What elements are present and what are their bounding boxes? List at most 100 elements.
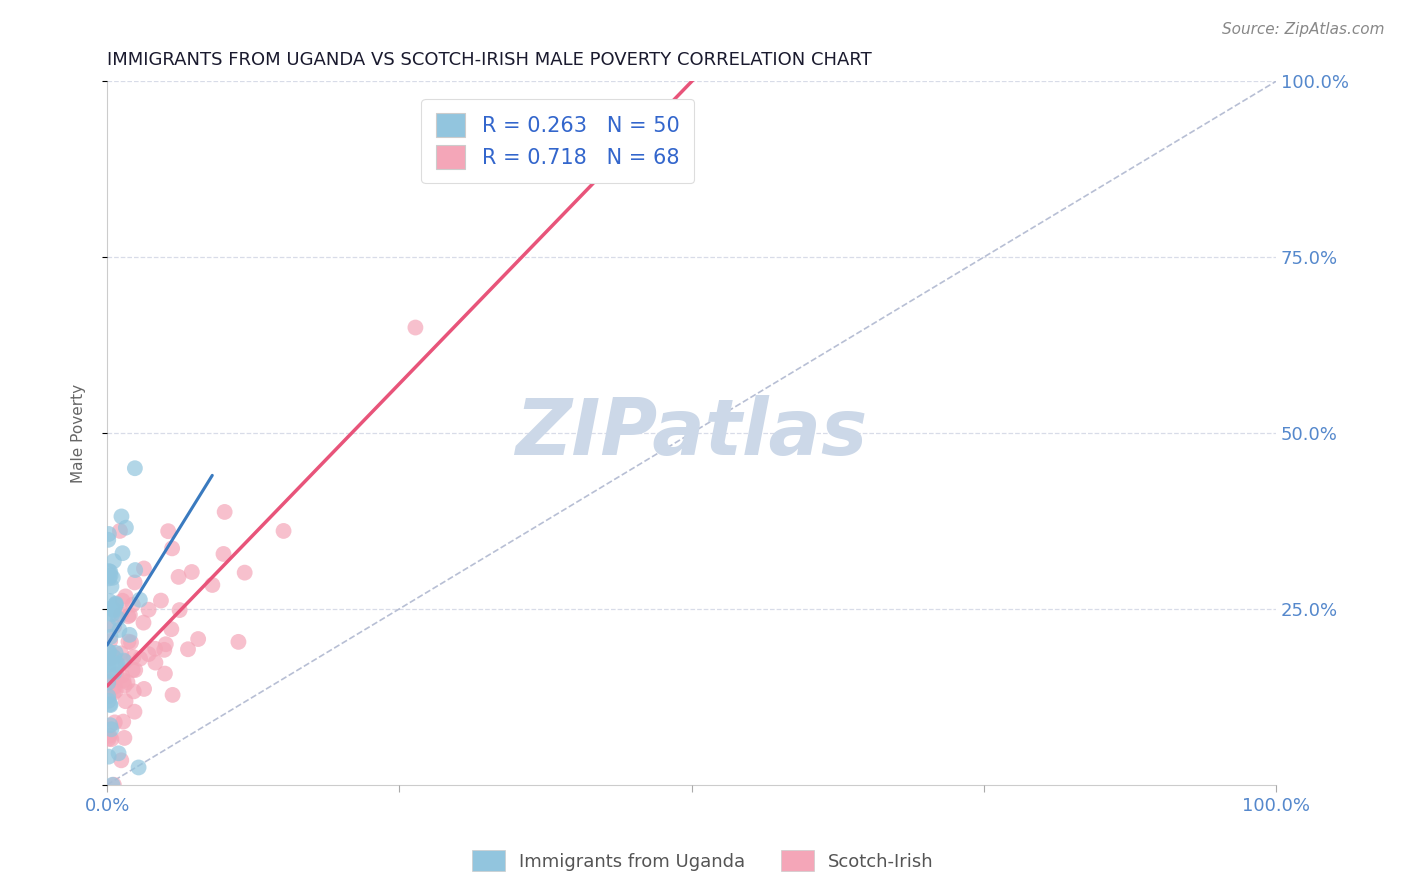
Point [97, 617, 120, 632]
Point [97, 690, 120, 704]
Point [98, 571, 121, 585]
Point [97, 533, 120, 547]
Point [160, 541, 183, 556]
Point [153, 643, 176, 657]
Text: ZIPatlas: ZIPatlas [516, 395, 868, 471]
Y-axis label: Male Poverty: Male Poverty [72, 384, 86, 483]
Point [124, 563, 146, 577]
Point [103, 619, 125, 633]
Point [138, 647, 160, 661]
Point [132, 681, 155, 696]
Point [167, 570, 190, 584]
Point [98, 645, 121, 659]
Point [114, 655, 136, 669]
Point [111, 668, 134, 682]
Point [101, 571, 124, 585]
Point [122, 650, 145, 665]
Point [97, 564, 120, 578]
Point [117, 634, 139, 648]
Point [212, 547, 235, 561]
Point [124, 575, 146, 590]
Point [132, 615, 155, 630]
Point [98, 675, 121, 690]
Point [103, 680, 125, 694]
Point [103, 686, 125, 700]
Point [404, 320, 426, 334]
Point [149, 593, 172, 607]
Point [101, 607, 124, 622]
Point [115, 521, 138, 535]
Point [162, 688, 184, 702]
Point [114, 678, 136, 692]
Point [101, 648, 124, 663]
Point [112, 731, 135, 745]
Point [100, 630, 122, 644]
Point [100, 579, 122, 593]
Point [121, 663, 143, 677]
Point [100, 698, 122, 712]
Point [228, 635, 250, 649]
Point [118, 607, 141, 622]
Point [132, 561, 155, 575]
Text: IMMIGRANTS FROM UGANDA VS SCOTCH-IRISH MALE POVERTY CORRELATION CHART: IMMIGRANTS FROM UGANDA VS SCOTCH-IRISH M… [107, 51, 872, 69]
Point [112, 714, 135, 729]
Point [112, 673, 135, 688]
Point [122, 684, 145, 698]
Point [97, 731, 120, 746]
Point [97, 664, 120, 678]
Point [103, 554, 125, 568]
Point [98, 698, 121, 712]
Point [98, 652, 121, 666]
Point [143, 641, 166, 656]
Point [160, 622, 183, 636]
Point [201, 578, 224, 592]
Point [124, 663, 146, 677]
Point [105, 667, 128, 681]
Point [97, 655, 120, 669]
Point [97, 694, 120, 708]
Point [104, 646, 127, 660]
Point [107, 747, 129, 761]
Point [103, 603, 125, 617]
Point [117, 609, 139, 624]
Point [124, 461, 146, 475]
Point [103, 650, 125, 665]
Point [117, 675, 139, 690]
Point [101, 778, 124, 792]
Point [100, 568, 122, 582]
Point [98, 729, 121, 743]
Point [121, 598, 143, 612]
Point [98, 594, 121, 608]
Point [128, 760, 150, 774]
Point [214, 505, 236, 519]
Point [97, 657, 120, 672]
Point [103, 602, 125, 616]
Point [187, 632, 209, 646]
Point [100, 723, 122, 737]
Point [100, 732, 122, 747]
Point [98, 673, 121, 688]
Point [104, 598, 127, 612]
Point [110, 607, 132, 622]
Point [273, 524, 295, 538]
Point [97, 644, 120, 658]
Point [124, 705, 146, 719]
Point [233, 566, 256, 580]
Point [118, 628, 141, 642]
Point [120, 635, 142, 649]
Point [110, 509, 132, 524]
Point [97, 749, 120, 764]
Point [104, 598, 127, 612]
Point [105, 657, 128, 671]
Point [98, 718, 121, 732]
Point [157, 524, 180, 539]
Point [155, 637, 177, 651]
Point [103, 665, 125, 680]
Point [97, 527, 120, 541]
Point [114, 590, 136, 604]
Point [145, 656, 167, 670]
Point [180, 565, 202, 579]
Point [110, 753, 132, 767]
Point [98, 634, 121, 648]
Point [104, 658, 127, 673]
